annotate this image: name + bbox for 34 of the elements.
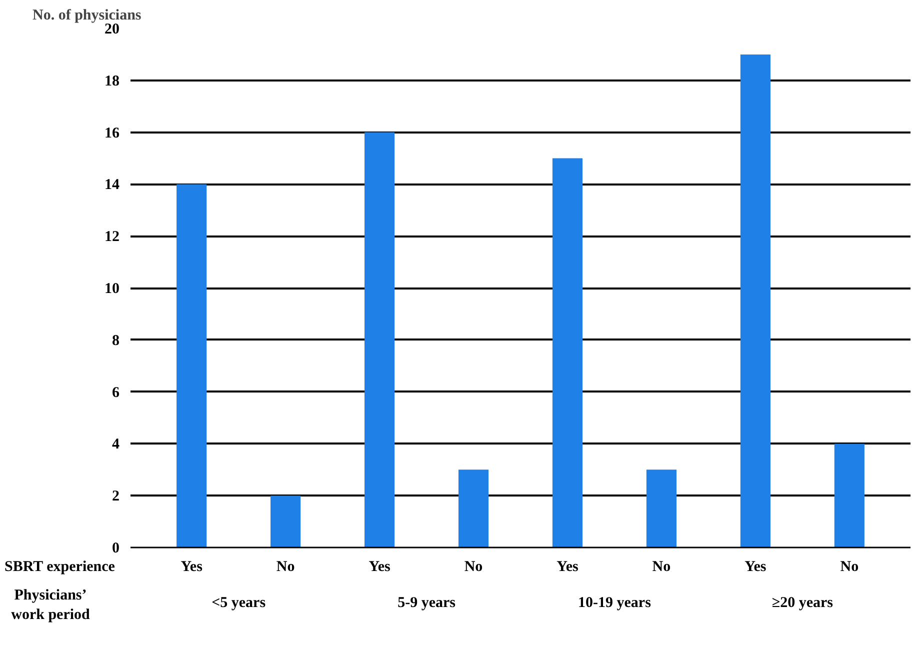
text: <5 years xyxy=(212,595,266,611)
x-tick-label: Yes xyxy=(368,559,391,575)
bar xyxy=(176,184,207,548)
y-tick-label: 14 xyxy=(104,177,120,194)
y-tick-label: 12 xyxy=(104,229,120,246)
text: 10-19 years xyxy=(578,595,652,611)
bar xyxy=(364,132,395,548)
x-tick-label: No xyxy=(652,559,671,575)
y-axis-title: No. of physicians xyxy=(32,8,142,24)
y-tick-label: 4 xyxy=(112,436,120,453)
x-tick-label: Yes xyxy=(180,559,203,575)
y-tick-label: 20 xyxy=(104,22,120,38)
x-tick-label: No xyxy=(276,559,295,575)
text: Physicians’ work period xyxy=(11,588,91,623)
bar xyxy=(458,470,489,548)
y-tick-label: 10 xyxy=(104,281,120,297)
y-tick-label: 16 xyxy=(104,125,120,142)
x-tick-label: Yes xyxy=(744,559,766,575)
bar xyxy=(740,54,770,548)
y-tick-label: 6 xyxy=(112,384,120,401)
text: 5-9 years xyxy=(398,595,456,611)
text: ≥20 years xyxy=(772,595,834,611)
bar xyxy=(646,470,676,548)
x-axis-title: SBRT experience xyxy=(4,559,116,575)
x-tick-label: Yes xyxy=(556,559,578,575)
y-tick-label: 18 xyxy=(104,73,120,90)
bar xyxy=(270,496,301,548)
y-tick-label: 0 xyxy=(112,540,120,556)
bar xyxy=(552,158,583,548)
x-tick-label: No xyxy=(840,559,859,575)
bar xyxy=(834,444,864,548)
y-tick-label: 8 xyxy=(112,332,120,349)
y-tick-label: 2 xyxy=(112,488,120,505)
x-tick-label: No xyxy=(464,559,483,575)
